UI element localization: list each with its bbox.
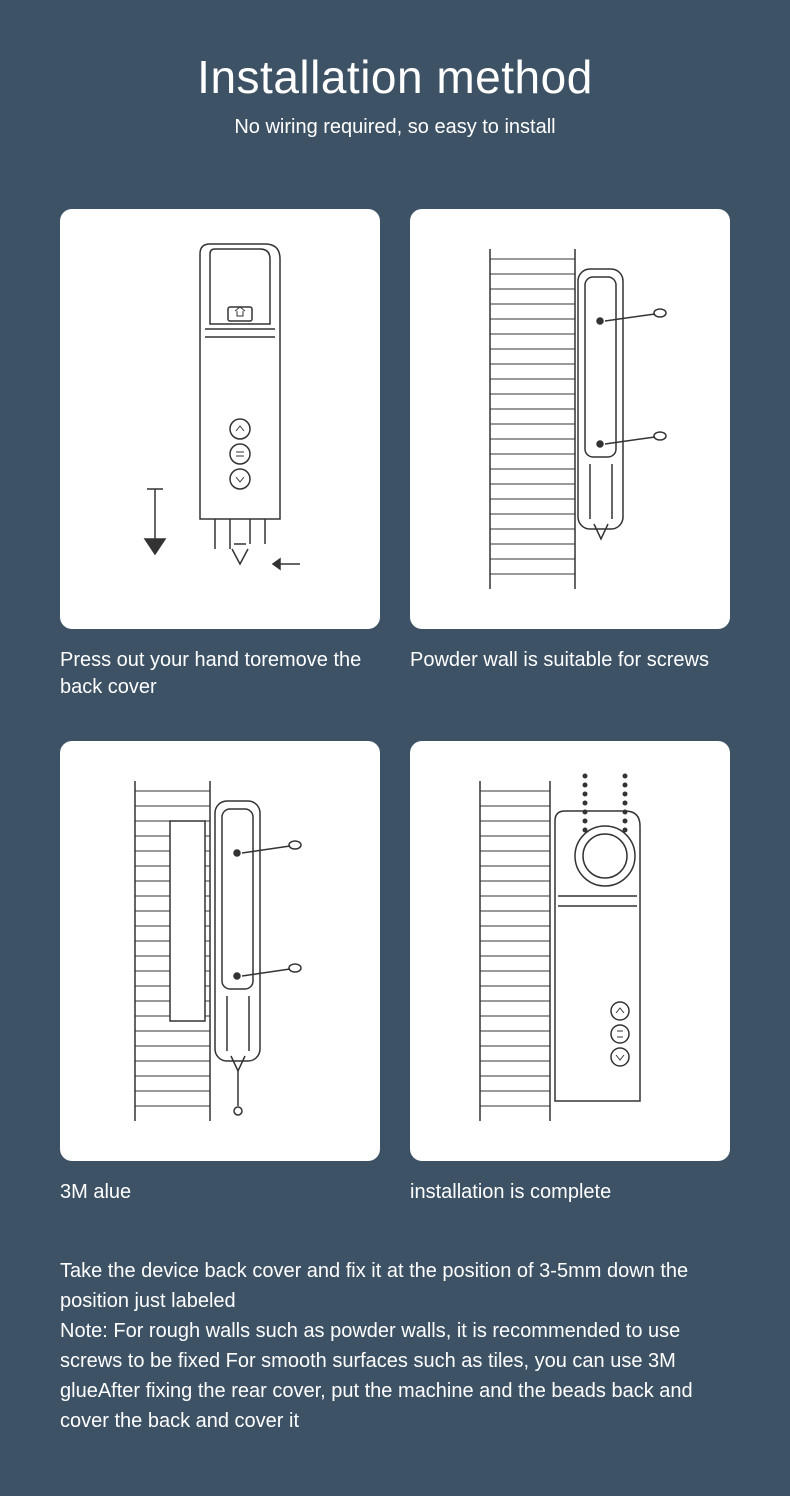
step-1: Press out your hand toremove the back co…	[60, 209, 380, 701]
page-subtitle: No wiring required, so easy to install	[60, 116, 730, 139]
step-4-caption: installation is complete	[410, 1179, 730, 1206]
wall-screws-icon	[430, 229, 710, 609]
page-title: Installation method	[60, 50, 730, 104]
step-2: Powder wall is suitable for screws	[410, 209, 730, 701]
step-3-illustration	[60, 741, 380, 1161]
footer-instructions: Take the device back cover and fix it at…	[60, 1256, 730, 1436]
step-1-caption: Press out your hand toremove the back co…	[60, 647, 380, 701]
instruction-grid: Press out your hand toremove the back co…	[60, 209, 730, 1206]
step-1-illustration	[60, 209, 380, 629]
step-4-illustration	[410, 741, 730, 1161]
wall-glue-icon	[80, 761, 360, 1141]
step-3: 3M alue	[60, 741, 380, 1206]
device-remove-cover-icon	[80, 229, 360, 609]
header: Installation method No wiring required, …	[60, 50, 730, 139]
step-2-illustration	[410, 209, 730, 629]
step-4: installation is complete	[410, 741, 730, 1206]
step-3-caption: 3M alue	[60, 1179, 380, 1206]
step-2-caption: Powder wall is suitable for screws	[410, 647, 730, 674]
installation-complete-icon	[430, 761, 710, 1141]
